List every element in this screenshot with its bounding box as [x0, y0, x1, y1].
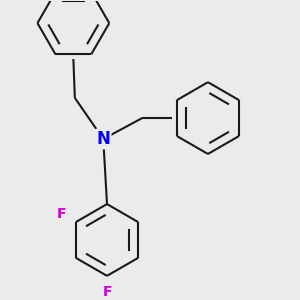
- Text: N: N: [96, 130, 110, 148]
- Text: F: F: [57, 207, 66, 221]
- Text: F: F: [102, 285, 112, 299]
